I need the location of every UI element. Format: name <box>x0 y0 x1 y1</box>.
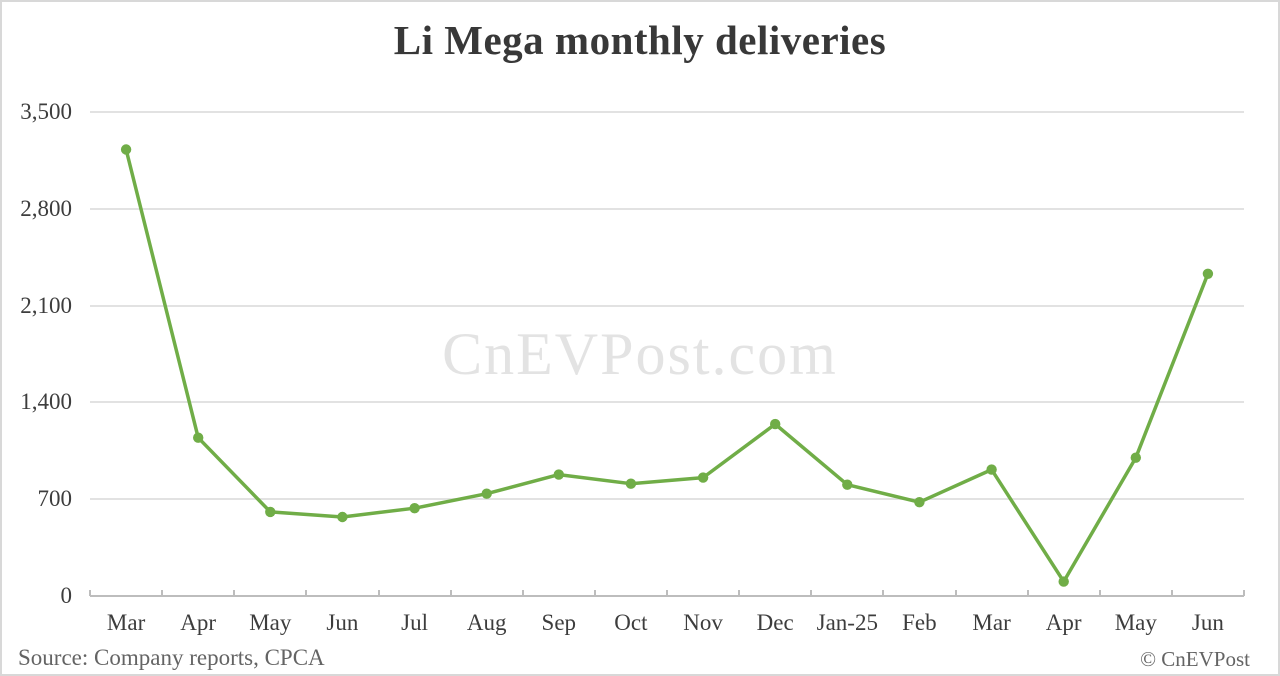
x-axis-tick <box>810 590 813 596</box>
x-axis-tick <box>305 590 308 596</box>
x-axis-tick <box>377 590 380 596</box>
y-axis-tick-label: 2,800 <box>20 195 72 221</box>
x-axis-month-label: Sep <box>541 610 577 635</box>
x-axis-tick <box>449 590 452 596</box>
x-axis-month-label: Apr <box>1045 610 1082 635</box>
x-axis-month-label: Jan-25 <box>816 610 878 635</box>
chart-title: Li Mega monthly deliveries <box>393 17 887 63</box>
x-axis-tick <box>882 590 885 596</box>
x-axis-tick <box>593 590 596 596</box>
y-gridline <box>90 111 1244 113</box>
data-point-4-jul <box>409 503 420 514</box>
y-axis-tick-label: 1,400 <box>20 389 72 415</box>
x-axis-tick <box>1243 590 1245 596</box>
x-axis-tick <box>738 590 741 596</box>
x-axis-month-label: Mar <box>106 610 146 635</box>
x-axis-month-label: Jun <box>326 610 359 635</box>
data-point-9-dec <box>770 418 781 430</box>
x-axis-month-label: May <box>1114 610 1157 635</box>
y-axis-tick-label: 700 <box>37 486 73 512</box>
y-gridline <box>90 304 1244 307</box>
x-axis-month-label: Nov <box>683 610 723 635</box>
y-gridline <box>90 207 1244 210</box>
data-point-14-may <box>1130 452 1142 463</box>
x-axis-tick <box>161 590 164 596</box>
x-axis-tick <box>233 590 236 596</box>
y-axis-tick-label: 3,500 <box>20 99 72 124</box>
x-axis-line <box>90 595 1244 597</box>
data-point-13-apr <box>1058 576 1069 587</box>
x-axis-month-label: Jul <box>401 610 429 635</box>
x-axis-tick <box>954 590 957 596</box>
x-axis-month-label: Aug <box>466 610 507 635</box>
x-axis-tick <box>1098 590 1101 596</box>
y-gridline <box>90 401 1244 404</box>
y-gridline <box>90 498 1244 501</box>
x-axis-month-label: Dec <box>756 610 794 635</box>
data-point-3-jun <box>337 511 348 523</box>
data-point-6-sep <box>553 469 564 480</box>
source-note: Source: Company reports, CPCA <box>18 645 325 670</box>
x-axis-month-label: Oct <box>614 610 648 635</box>
y-axis-tick-label: 0 <box>60 583 73 608</box>
x-axis-month-label: Feb <box>902 610 937 635</box>
x-axis-tick <box>521 590 524 596</box>
x-axis-month-label: Mar <box>972 610 1011 635</box>
y-axis-tick-label: 2,100 <box>20 292 72 318</box>
x-axis-tick <box>666 590 668 596</box>
x-axis-tick <box>89 590 91 596</box>
data-point-7-oct <box>625 478 637 489</box>
trend-line <box>124 147 1210 584</box>
x-axis-month-label: Jun <box>1191 610 1224 635</box>
x-axis-month-label: May <box>249 610 292 635</box>
data-point-10-jan-25 <box>842 479 853 490</box>
data-point-1-apr <box>193 432 204 443</box>
data-point-8-nov <box>697 472 709 483</box>
data-point-15-jun <box>1202 268 1214 279</box>
data-point-2-may <box>265 506 276 518</box>
x-axis-tick <box>1170 590 1173 596</box>
copyright-note: © CnEVPost <box>1140 647 1250 671</box>
data-point-12-mar <box>986 464 997 475</box>
data-point-0-mar <box>120 144 132 155</box>
x-axis-month-label: Apr <box>180 610 217 635</box>
x-axis-tick <box>1026 590 1029 596</box>
